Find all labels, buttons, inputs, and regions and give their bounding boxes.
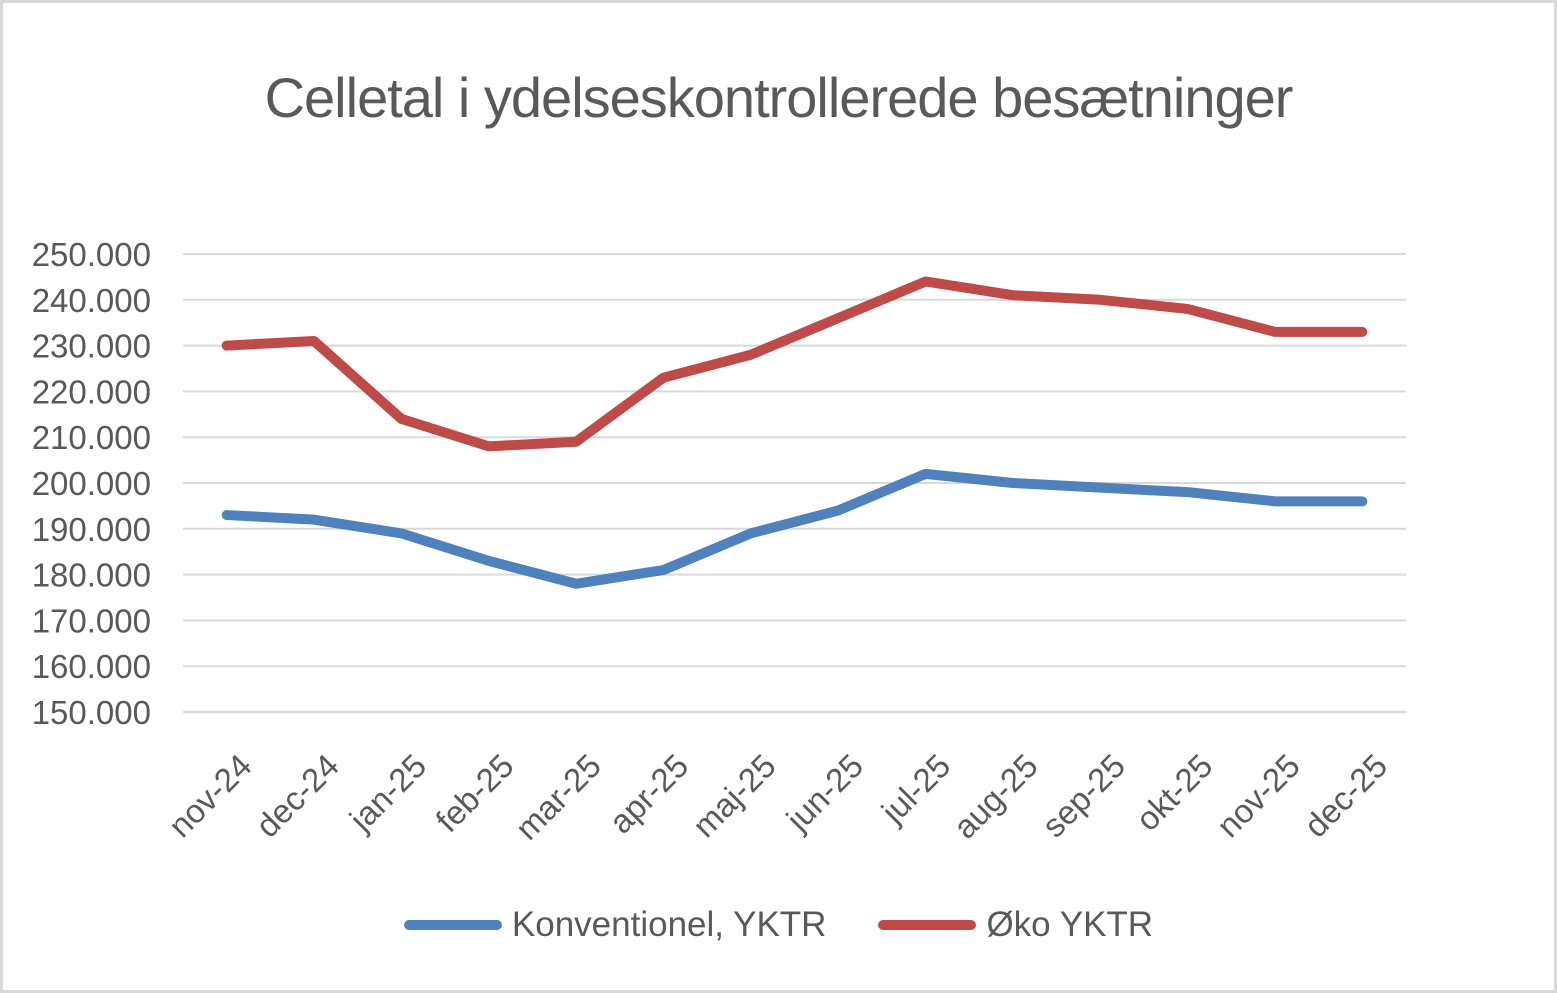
legend-label: Øko YKTR [986, 905, 1154, 944]
y-axis-tick-label: 200.000 [32, 465, 151, 502]
x-axis-tick-label: mar-25 [508, 747, 608, 847]
x-axis-tick-label: sep-25 [1035, 747, 1133, 845]
y-axis-tick-label: 240.000 [32, 282, 151, 319]
x-axis-tick-label: feb-25 [428, 747, 520, 839]
y-axis-tick-label: 170.000 [32, 602, 151, 639]
x-axis-tick-label: jan-25 [342, 747, 434, 839]
y-axis-tick-label: 250.000 [32, 236, 151, 273]
y-axis-tick-label: 220.000 [32, 373, 151, 410]
x-axis-tick-label: jul-25 [874, 747, 958, 831]
series-line-øko-yktr [221, 276, 1368, 452]
x-axis-tick-label: dec-24 [248, 747, 346, 845]
y-axis-tick-label: 180.000 [32, 557, 151, 594]
x-axis-tick-label: maj-25 [685, 747, 782, 844]
y-axis-tick-label: 160.000 [32, 648, 151, 685]
x-axis-tick-label: nov-25 [1209, 747, 1307, 845]
y-axis-tick-label: 190.000 [32, 511, 151, 548]
legend-line-swatch [878, 920, 977, 930]
y-axis-tick-label: 230.000 [32, 328, 151, 365]
legend-line-swatch [403, 920, 502, 930]
chart-legend: Konventionel, YKTR Øko YKTR [3, 905, 1554, 945]
legend-label: Konventionel, YKTR [511, 905, 827, 944]
x-axis-tick-label: okt-25 [1129, 747, 1220, 838]
series-line-konventionel-yktr [221, 468, 1368, 589]
y-axis-tick-label: 210.000 [32, 419, 151, 456]
x-axis-tick-label: nov-24 [161, 747, 259, 845]
legend-item: Konventionel, YKTR [403, 905, 827, 945]
x-axis-tick-label: jun-25 [778, 747, 870, 839]
line-chart-plot: 150.000 160.000 170.000 180.000 190.000 200.0… [32, 236, 1406, 847]
x-axis-tick-label: apr-25 [602, 747, 696, 841]
x-axis-tick-label: aug-25 [946, 747, 1045, 846]
x-axis-tick-label: dec-25 [1297, 747, 1395, 845]
chart-title: Celletal i ydelseskontrollerede besætnin… [264, 66, 1294, 129]
y-axis-tick-label: 150.000 [32, 694, 151, 731]
legend-item: Øko YKTR [878, 905, 1153, 945]
